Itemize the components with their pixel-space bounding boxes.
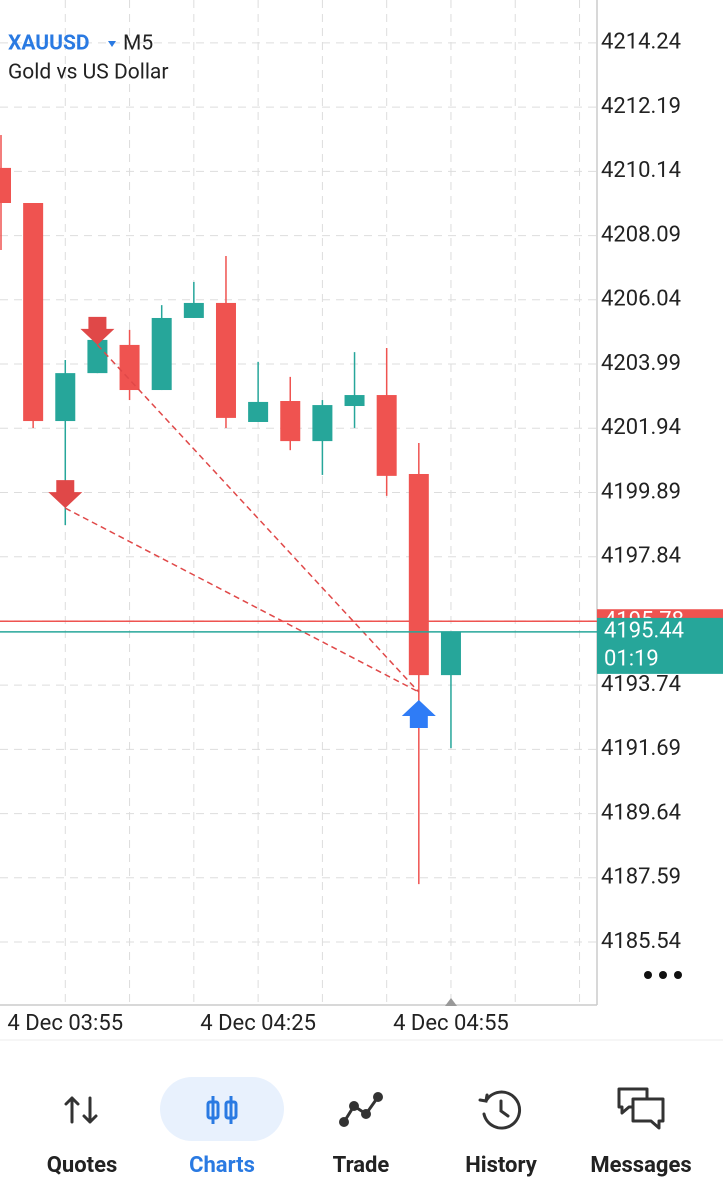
y-tick-label: 4193.74 [601,672,681,697]
nav-icon-trade[interactable] [339,1092,383,1127]
candle-body [280,400,301,442]
y-tick-label: 4197.84 [601,544,681,569]
candle-body [119,344,140,391]
bar-countdown: 01:19 [604,647,659,672]
nav-active-pill [160,1077,284,1141]
candle-body [312,405,333,442]
x-tick-label: 4 Dec 04:55 [393,1011,509,1036]
candle-body [440,631,461,676]
candle-body [183,302,204,318]
nav-label[interactable]: Charts [189,1153,255,1178]
more-menu[interactable] [644,971,682,979]
trade-link [64,507,420,693]
nav-label[interactable]: Messages [590,1153,691,1178]
plot-area [0,0,597,1005]
y-tick-label: 4203.99 [601,351,681,376]
nav-label[interactable]: History [465,1153,537,1178]
candle-body [248,401,269,422]
trade-link [96,344,420,693]
y-tick-label: 4185.54 [601,929,681,954]
y-tick-label: 4206.04 [601,287,681,312]
time-marker[interactable] [445,998,457,1006]
x-tick-label: 4 Dec 03:55 [7,1011,123,1036]
y-tick-label: 4189.64 [601,800,681,825]
candle-body [87,339,108,374]
bid-label-box [597,617,723,674]
candle-body [215,302,236,418]
candle-body [344,395,365,407]
sell-arrow [48,480,83,509]
y-tick-label: 4208.09 [601,222,681,247]
nav-icon-charts[interactable] [206,1096,238,1124]
x-tick-label: 4 Dec 04:25 [200,1011,316,1036]
candle-body [376,395,397,476]
candle-body [151,317,172,391]
bottom-nav: Quotes Charts Trade History Messages [47,1153,692,1178]
candle-body [55,373,76,422]
chart-title: Gold vs US Dollar [8,61,168,85]
sell-arrow [80,316,115,345]
y-tick-label: 4187.59 [601,865,681,890]
candle-body [408,473,429,676]
y-tick-label: 4201.94 [601,415,681,440]
y-tick-label: 4210.14 [601,158,681,183]
y-tick-label: 4212.19 [601,94,681,119]
bid-label: 4195.44 [604,619,684,644]
timeframe[interactable]: M5 [123,32,153,56]
candle-body [0,167,11,204]
y-tick-label: 4199.89 [601,479,681,504]
nav-label[interactable]: Quotes [47,1153,118,1178]
nav-icon-history[interactable] [478,1090,522,1130]
nav-icon-messages[interactable] [617,1087,665,1130]
symbol[interactable]: XAUUSD [8,32,90,56]
candle-body [23,203,44,422]
nav-icon-quotes[interactable] [64,1096,98,1124]
buy-arrow [401,700,436,729]
y-tick-label: 4214.24 [601,30,681,55]
nav-label[interactable]: Trade [333,1153,390,1178]
symbol-dropdown[interactable] [108,41,116,47]
y-tick-label: 4191.69 [601,736,681,761]
